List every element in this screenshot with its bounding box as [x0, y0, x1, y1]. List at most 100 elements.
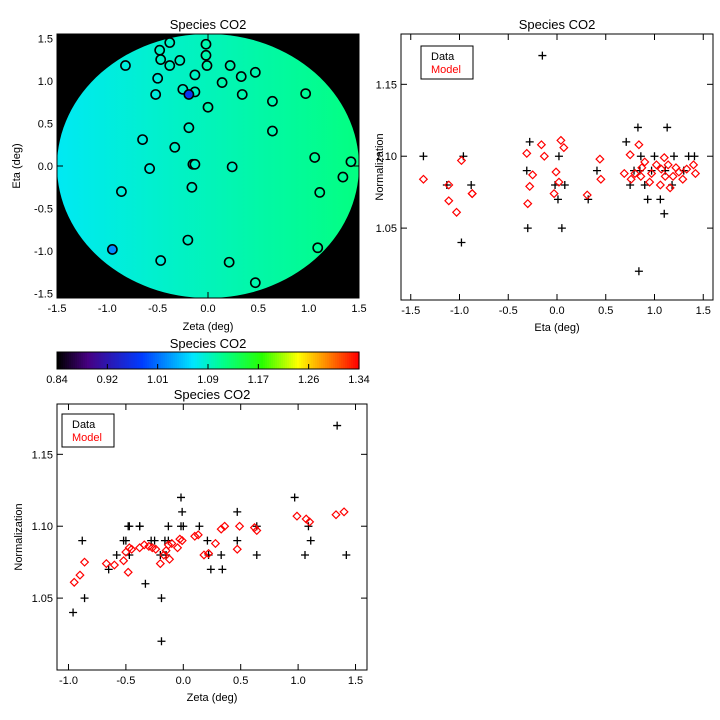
- map-data-point: [189, 69, 201, 81]
- colorbar-segment: [117, 352, 120, 369]
- colorbar-segment: [89, 352, 92, 369]
- x-tick-label: 0.5: [598, 305, 613, 317]
- colorbar-segment: [271, 352, 274, 369]
- colorbar-segment: [357, 352, 360, 369]
- data-point: [164, 522, 173, 531]
- map-data-point: [236, 89, 248, 100]
- colorbar-segment: [321, 352, 324, 369]
- x-tick-label: 1.0: [290, 675, 305, 687]
- data-point: [592, 166, 601, 175]
- colorbar-segment: [339, 352, 342, 369]
- colorbar-segment: [169, 352, 172, 369]
- colorbar-segment: [107, 352, 110, 369]
- data-point: [670, 152, 678, 161]
- model-point: [339, 507, 349, 517]
- colorbar-segment: [219, 352, 222, 369]
- colorbar-segment: [347, 352, 350, 369]
- colorbar-segment: [291, 352, 294, 369]
- colorbar-segment: [283, 352, 286, 369]
- colorbar-segment: [67, 352, 70, 369]
- model-point: [199, 550, 209, 560]
- x-tick-label: 0.0: [200, 303, 215, 315]
- model-point: [549, 188, 559, 199]
- model-point: [444, 180, 454, 190]
- colorbar-tick-label: 0.84: [46, 374, 67, 386]
- colorbar-segment: [85, 352, 88, 369]
- colorbar-segment: [81, 352, 84, 369]
- colorbar-segment: [335, 352, 338, 369]
- colorbar-segment: [239, 352, 242, 369]
- data-point: [178, 507, 187, 516]
- model-point: [444, 196, 454, 206]
- colorbar-segment: [165, 352, 168, 369]
- model-point: [190, 531, 200, 541]
- colorbar-segment: [199, 352, 202, 369]
- x-tick-label: 1.5: [351, 303, 366, 315]
- colorbar-segment: [189, 352, 192, 369]
- colorbar-segment: [181, 352, 184, 369]
- model-point: [551, 167, 561, 177]
- colorbar-segment: [205, 352, 208, 369]
- map-data-point: [182, 234, 194, 246]
- x-tick-label: 0.0: [549, 305, 564, 317]
- data-point: [553, 195, 562, 204]
- model-point: [525, 181, 535, 192]
- colorbar-title: Species CO2: [170, 336, 247, 351]
- zeta-legend-data: Data: [72, 419, 96, 431]
- colorbar-segment: [151, 352, 154, 369]
- colorbar-panel: Species CO2 0.84 0.92 1.01 1.09 1.17 1.26 1.34: [46, 336, 369, 386]
- data-point: [195, 522, 204, 531]
- colorbar-segment: [167, 352, 170, 369]
- zeta-x-axis: -1.0 -0.5 0.0 0.5 1.0 1.5: [59, 404, 363, 687]
- model-point: [164, 554, 175, 564]
- data-point: [177, 493, 185, 502]
- colorbar-segment: [211, 352, 214, 369]
- y-tick-label: 0.0: [38, 161, 53, 173]
- data-point: [640, 180, 649, 189]
- map-title: Species CO2: [170, 17, 247, 32]
- colorbar-segment: [79, 352, 82, 369]
- data-point: [554, 152, 563, 161]
- colorbar-segment: [63, 352, 66, 369]
- y-tick-label: -0.5: [34, 204, 53, 216]
- colorbar-segment: [307, 352, 310, 369]
- colorbar-segment: [223, 352, 226, 369]
- colorbar-segment: [119, 352, 122, 369]
- model-point: [595, 154, 605, 164]
- model-point: [663, 160, 673, 170]
- data-point: [112, 550, 121, 559]
- colorbar-segment: [103, 352, 106, 369]
- colorbar-segment: [317, 352, 320, 369]
- model-point: [232, 544, 242, 554]
- colorbar-segment: [97, 352, 100, 369]
- model-point: [656, 164, 666, 174]
- eta-x-label: Eta (deg): [534, 322, 579, 334]
- y-tick-label: -1.5: [34, 289, 53, 301]
- eta-legend: Data Model: [420, 45, 474, 80]
- model-point: [630, 168, 640, 179]
- map-points: [106, 37, 357, 289]
- map-data-point: [116, 186, 127, 197]
- model-point: [109, 560, 120, 570]
- eta-y-label: Normalization: [374, 133, 386, 200]
- model-point: [155, 558, 165, 569]
- colorbar-segment: [69, 352, 72, 369]
- data-point: [290, 493, 299, 502]
- colorbar-segment: [149, 352, 152, 369]
- x-tick-label: -1.5: [48, 303, 67, 315]
- data-point: [306, 536, 315, 545]
- model-point: [172, 543, 183, 553]
- colorbar-segment: [163, 352, 166, 369]
- data-point: [218, 565, 227, 574]
- colorbar-segment: [323, 352, 326, 369]
- colorbar-segment: [127, 352, 130, 369]
- model-point: [674, 167, 684, 177]
- colorbar-segment: [289, 352, 292, 369]
- x-tick-label: -1.0: [59, 675, 78, 687]
- colorbar-segment: [245, 352, 248, 369]
- x-tick-label: 1.5: [348, 675, 363, 687]
- colorbar-segment: [101, 352, 104, 369]
- colorbar-segment: [243, 352, 246, 369]
- colorbar-segment: [77, 352, 80, 369]
- colorbar-segment: [209, 352, 212, 369]
